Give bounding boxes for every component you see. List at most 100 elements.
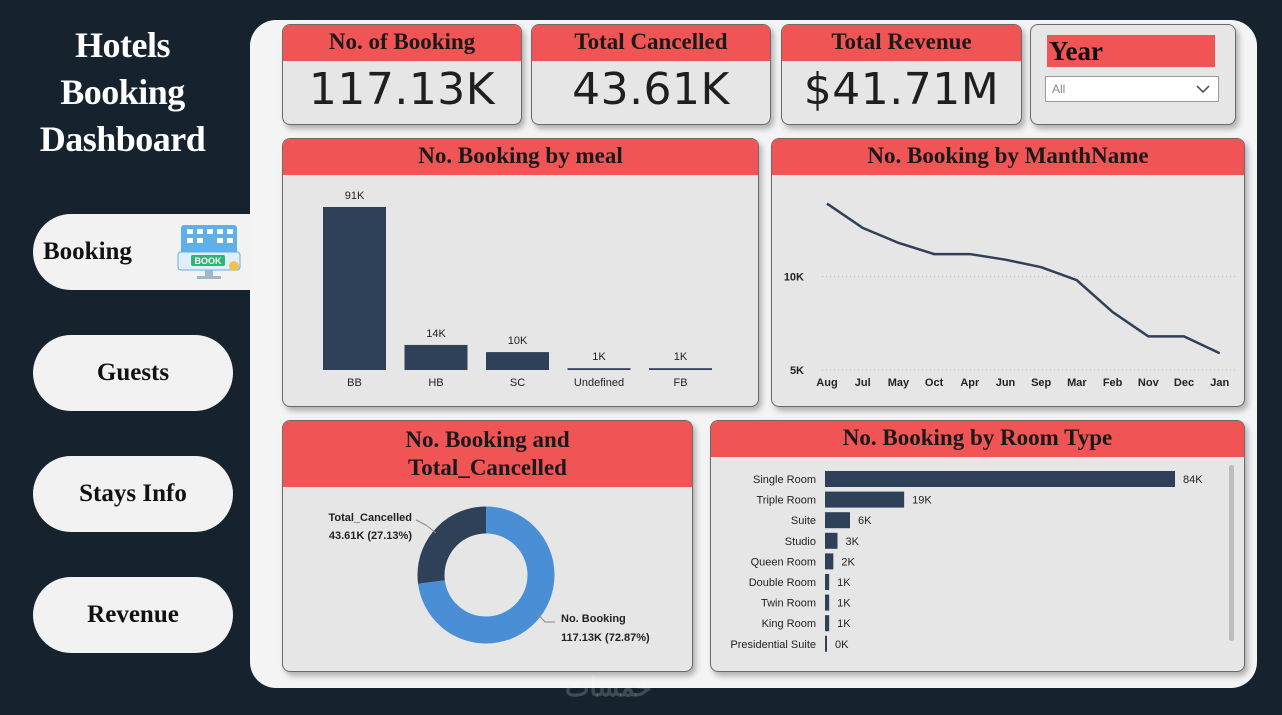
nav-stays-label: Stays Info — [79, 480, 187, 507]
room-chart-scrollbar[interactable] — [1229, 465, 1234, 641]
x-tick-label: Apr — [960, 377, 980, 389]
data-label: 10K — [508, 335, 528, 347]
x-tick-label: Mar — [1067, 377, 1087, 389]
bar — [323, 207, 386, 370]
room-chart-title: No. Booking by Room Type — [711, 421, 1244, 457]
leader-line — [415, 519, 437, 534]
bar — [825, 512, 850, 529]
dashboard-title: Hotels Booking Dashboard — [20, 22, 225, 163]
x-tick-label: May — [888, 377, 910, 389]
data-label: 84K — [1183, 474, 1203, 486]
bar — [825, 574, 830, 590]
x-tick-label: HB — [428, 377, 443, 389]
y-tick-label: Twin Room — [761, 598, 816, 610]
year-slicer: Year All — [1030, 24, 1236, 125]
x-tick-label: SC — [510, 377, 525, 389]
year-dropdown-value: All — [1052, 82, 1066, 96]
y-tick-label: Single Room — [753, 474, 816, 486]
donut-chart-card: No. Booking and Total_Cancelled No. Book… — [282, 420, 693, 672]
year-dropdown[interactable]: All — [1045, 76, 1219, 102]
kpi-value: 43.61K — [572, 64, 730, 115]
x-tick-label: Sep — [1031, 377, 1051, 389]
bar — [404, 344, 468, 370]
data-label: 1K — [837, 598, 851, 610]
data-label: 2K — [841, 556, 855, 568]
slice-label: 43.61K (27.13%) — [329, 530, 412, 542]
donut-slice — [417, 506, 555, 644]
nav-stays-info-button[interactable]: Stays Info — [33, 456, 233, 532]
data-label: 1K — [674, 351, 688, 363]
nav-revenue-label: Revenue — [87, 601, 179, 628]
x-tick-label: Oct — [925, 377, 944, 389]
data-label: 3K — [846, 536, 860, 548]
y-tick-label: King Room — [762, 618, 816, 630]
chevron-down-icon — [1196, 85, 1210, 94]
kpi-title: No. of Booking — [283, 25, 521, 61]
kpi-cancelled-card: Total Cancelled 43.61K — [531, 24, 771, 125]
bar — [825, 615, 830, 632]
book-icon-text: BOOK — [195, 256, 223, 266]
bar — [825, 532, 838, 549]
bar — [486, 352, 549, 370]
data-label: 14K — [426, 328, 446, 340]
donut-chart: No. Booking 117.13K (72.87%) Total_Cancell… — [328, 506, 650, 644]
kpi-title: Total Cancelled — [532, 25, 770, 61]
bar — [825, 553, 834, 570]
main-canvas: No. of Booking 117.13K Total Cancelled 4… — [250, 20, 1257, 688]
title-line: Booking — [60, 72, 185, 112]
bar — [825, 491, 905, 508]
x-tick-label: FB — [673, 377, 687, 389]
y-tick-label: 10K — [784, 272, 804, 284]
donut-title-line: Total_Cancelled — [408, 455, 567, 480]
y-tick-label: Suite — [791, 515, 816, 527]
data-label: 1K — [837, 618, 851, 630]
meal-chart-title: No. Booking by meal — [283, 139, 758, 175]
slice-name: No. Booking — [561, 613, 626, 625]
month-line-chart: 10K 5K Aug Jul May Oct Apr Jun Sep Mar Feb Nov Dec Ja… — [784, 202, 1237, 389]
x-tick-label: Feb — [1103, 377, 1123, 389]
slice-name: Total_Cancelled — [328, 512, 412, 524]
title-line: Hotels — [75, 25, 170, 65]
y-tick-label: Presidential Suite — [730, 639, 816, 651]
room-bar-chart: Single Room 84K Triple Room 19K Suite 6K Studi… — [730, 471, 1203, 652]
x-tick-label: Jan — [1210, 377, 1229, 389]
x-tick-label: Aug — [816, 377, 837, 389]
leader-line — [535, 611, 555, 623]
meal-bar-chart: 91K BB 14K HB 10K SC 1K Undefined 1K FB — [323, 190, 712, 389]
slice-label: 117.13K (72.87%) — [561, 632, 650, 644]
data-label: 1K — [592, 351, 606, 363]
kpi-bookings-card: No. of Booking 117.13K — [282, 24, 522, 125]
month-chart-card: No. Booking by ManthName 10K 5K Aug Jul May O… — [771, 138, 1245, 407]
y-tick-label: Double Room — [749, 577, 816, 589]
kpi-value: 117.13K — [308, 64, 496, 115]
donut-title-line: No. Booking and — [405, 427, 570, 452]
data-label: 91K — [345, 190, 365, 202]
series-line — [826, 202, 1221, 355]
donut-chart-title: No. Booking and Total_Cancelled — [283, 421, 692, 487]
kpi-revenue-card: Total Revenue $41.71M — [781, 24, 1022, 125]
y-tick-label: Studio — [785, 536, 816, 548]
kpi-value: $41.71M — [803, 64, 1000, 115]
nav-revenue-button[interactable]: Revenue — [33, 577, 233, 653]
nav-booking-button[interactable]: Booking BOOK — [33, 214, 263, 290]
bar — [567, 368, 631, 370]
x-tick-label: Undefined — [574, 377, 624, 389]
nav-guests-button[interactable]: Guests — [33, 335, 233, 411]
x-tick-label: Nov — [1138, 377, 1160, 389]
year-slicer-title: Year — [1047, 35, 1215, 67]
kpi-title: Total Revenue — [782, 25, 1021, 61]
nav-guests-label: Guests — [96, 359, 170, 386]
bar — [825, 594, 830, 611]
nav-booking-label: Booking — [43, 238, 132, 265]
month-chart-title: No. Booking by ManthName — [772, 139, 1244, 175]
meal-chart-card: No. Booking by meal 91K BB 14K HB 10K SC 1K Und… — [282, 138, 759, 407]
title-line: Dashboard — [39, 119, 206, 159]
data-label: 6K — [858, 515, 872, 527]
y-tick-label: Queen Room — [751, 556, 816, 568]
x-tick-label: Jul — [855, 377, 871, 389]
y-tick-label: Triple Room — [757, 495, 817, 507]
bar — [649, 368, 712, 370]
x-tick-label: Dec — [1174, 377, 1194, 389]
x-tick-label: BB — [347, 377, 362, 389]
hotel-book-icon: BOOK — [177, 225, 241, 279]
